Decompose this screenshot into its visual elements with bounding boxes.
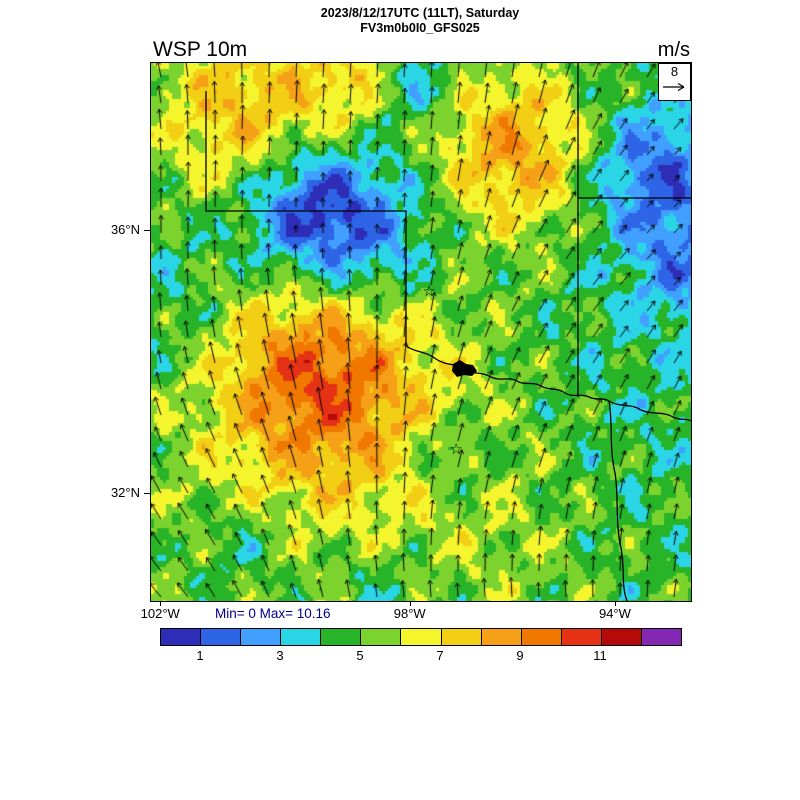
colorbar-tick-label: 7	[436, 648, 444, 663]
lon-tick-label: 98°W	[393, 606, 426, 621]
colorbar-tick-label: 11	[593, 648, 607, 663]
colorbar-tick-label: 9	[516, 648, 524, 663]
lat-tick-label: 32°N	[110, 484, 140, 500]
colorbar-cell	[561, 629, 602, 645]
colorbar-tick-label: 5	[356, 648, 364, 663]
lat-tick-mark	[144, 229, 150, 231]
colorbar-labels: 1 3 5 7 9 11	[160, 648, 680, 664]
colorbar-cell	[441, 629, 482, 645]
wind-speed-field-canvas	[151, 63, 691, 601]
reference-vector-value: 8	[670, 64, 679, 79]
colorbar-cell	[201, 629, 242, 645]
colorbar-cell	[161, 629, 202, 645]
colorbar-cell	[241, 629, 282, 645]
colorbar-cell	[401, 629, 442, 645]
city-star-marker: ☆	[422, 282, 436, 300]
colorbar-cell	[321, 629, 362, 645]
lat-tick-label: 36°N	[110, 221, 140, 237]
city-star-marker: ☆	[449, 441, 463, 459]
reference-vector-arrow	[663, 82, 685, 92]
variable-title: WSP 10m	[153, 38, 248, 61]
lat-tick-mark	[144, 492, 150, 494]
lon-tick-label: 94°W	[598, 606, 631, 621]
colorbar-cell	[361, 629, 402, 645]
latitude-axis: 36°N 32°N	[98, 62, 144, 600]
header-model-run: FV3m0b0I0_GFS025	[360, 21, 480, 35]
colorbar-tick-label: 1	[196, 648, 204, 663]
units-label: m/s	[657, 39, 690, 61]
colorbar-cell	[641, 629, 682, 645]
colorbar	[160, 628, 682, 646]
lon-tick-mark	[614, 601, 616, 606]
lon-tick-mark	[409, 601, 411, 606]
colorbar-tick-label: 3	[276, 648, 284, 663]
wind-speed-map: 8 ☆ ☆	[150, 62, 692, 602]
colorbar-cell	[601, 629, 642, 645]
reference-vector-box: 8	[658, 63, 691, 101]
longitude-axis: 102°W 98°W 94°W	[141, 606, 690, 622]
colorbar-cell	[481, 629, 522, 645]
lon-tick-mark	[160, 601, 162, 606]
chart-header: 2023/8/12/17UTC (11LT), Saturday FV3m0b0…	[150, 6, 690, 36]
colorbar-cell	[521, 629, 562, 645]
colorbar-cell	[281, 629, 322, 645]
min-max-readout: Min= 0 Max= 10.16	[215, 606, 331, 621]
lon-tick-label: 102°W	[140, 606, 180, 621]
header-datetime: 2023/8/12/17UTC (11LT), Saturday	[320, 6, 520, 20]
